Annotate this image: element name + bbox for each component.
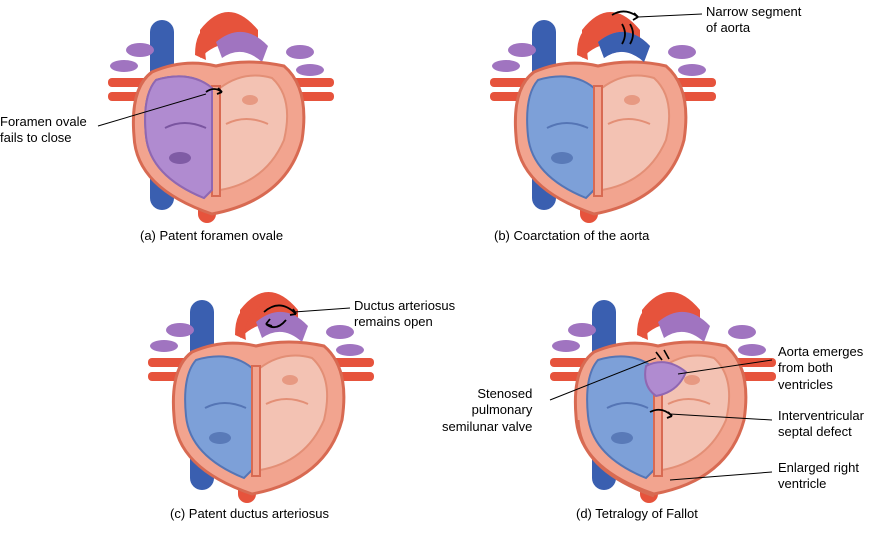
label-narrow-segment: Narrow segment of aorta (706, 4, 801, 37)
panel-d: Stenosed pulmonary semilunar valve Aorta… (370, 280, 890, 536)
label-foramen-ovale: Foramen ovale fails to close (0, 114, 100, 147)
label-foramen-ovale-text: Foramen ovale fails to close (0, 114, 87, 145)
caption-b: (b) Coarctation of the aorta (494, 228, 649, 243)
caption-c: (c) Patent ductus arteriosus (170, 506, 329, 521)
panel-b: Narrow segment of aorta (b) Coarctation … (370, 0, 890, 268)
caption-a: (a) Patent foramen ovale (140, 228, 283, 243)
caption-d: (d) Tetralogy of Fallot (576, 506, 698, 521)
label-septal-defect: Interventricular septal defect (778, 408, 864, 441)
label-septal-defect-text: Interventricular septal defect (778, 408, 864, 439)
label-enlarged-rv: Enlarged right ventricle (778, 460, 859, 493)
label-stenosed-text: Stenosed pulmonary semilunar valve (442, 386, 532, 434)
label-narrow-segment-text: Narrow segment of aorta (706, 4, 801, 35)
label-enlarged-rv-text: Enlarged right ventricle (778, 460, 859, 491)
label-aorta-emerges: Aorta emerges from both ventricles (778, 344, 863, 393)
label-stenosed: Stenosed pulmonary semilunar valve (442, 386, 532, 435)
label-aorta-emerges-text: Aorta emerges from both ventricles (778, 344, 863, 392)
